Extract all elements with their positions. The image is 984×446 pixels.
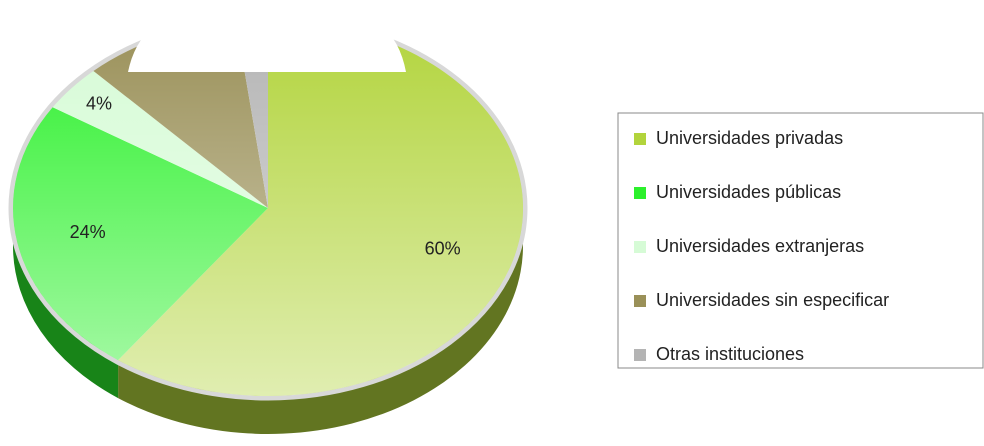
legend: Universidades privadas Universidades públ…	[634, 128, 889, 364]
legend-swatch	[634, 295, 646, 307]
legend-label: Universidades privadas	[656, 128, 843, 148]
pie-side	[118, 208, 524, 434]
label-cover	[128, 12, 406, 72]
pie-shine	[13, 20, 523, 396]
legend-label: Universidades públicas	[656, 182, 841, 202]
data-label: 60%	[425, 239, 461, 259]
pie-side	[12, 208, 119, 399]
legend-label: Universidades extranjeras	[656, 236, 864, 256]
data-label: 4%	[86, 94, 112, 114]
data-label: 24%	[70, 222, 106, 242]
legend-swatch	[634, 241, 646, 253]
legend-box	[617, 112, 984, 369]
pie: 60% 24% 4%	[8, 12, 528, 434]
legend-swatch	[634, 349, 646, 361]
legend-label: Universidades sin especificar	[656, 290, 889, 310]
legend-swatch	[634, 187, 646, 199]
legend-label: Otras instituciones	[656, 344, 804, 364]
legend-swatch	[634, 133, 646, 145]
